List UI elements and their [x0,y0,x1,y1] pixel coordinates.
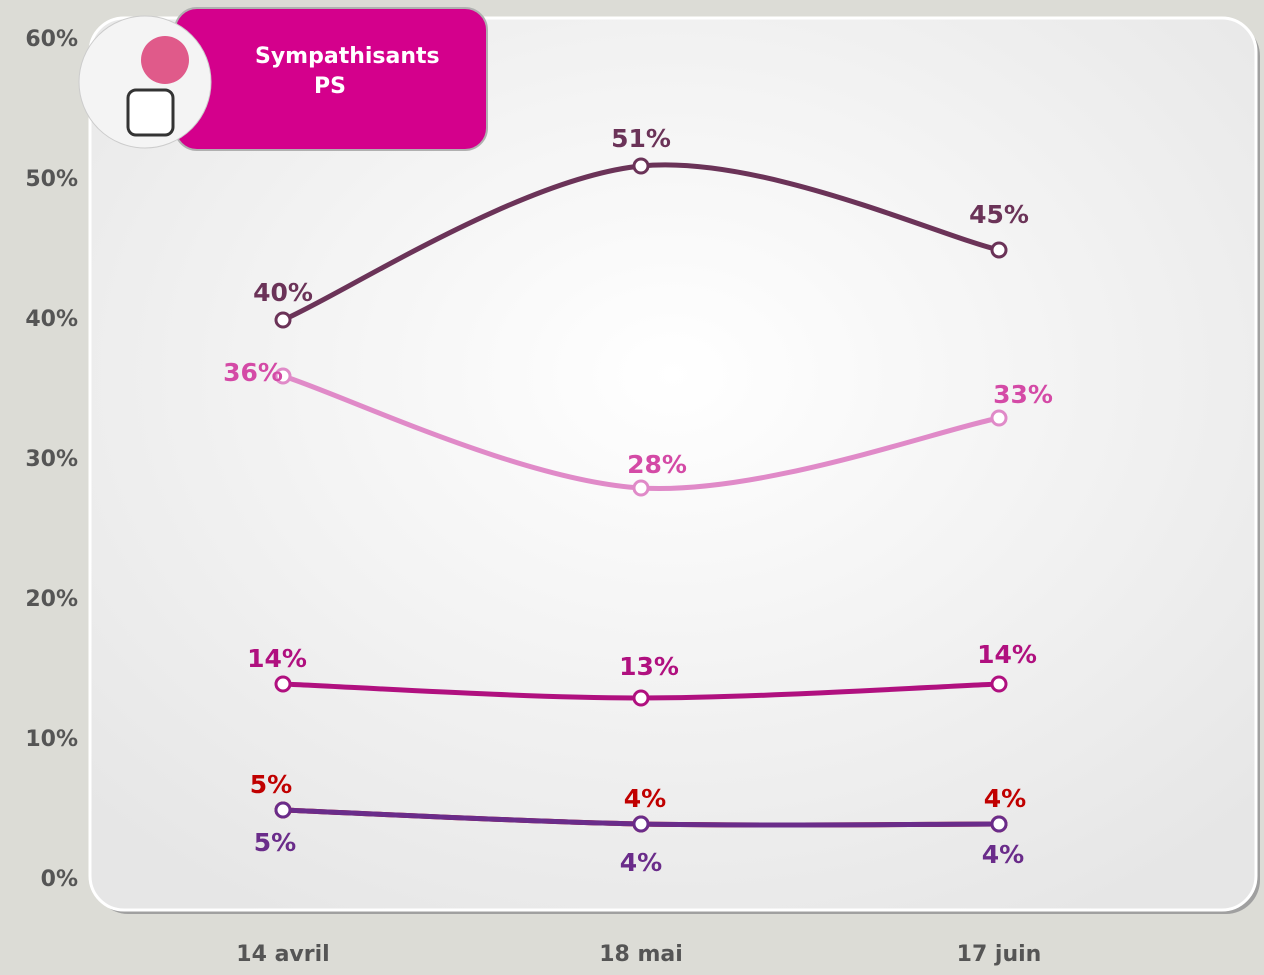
data-label: 4% [620,848,662,877]
data-label: 14% [977,640,1037,669]
point [274,367,292,385]
data-label: 45% [969,200,1029,229]
y-tick-label: 30% [25,447,78,472]
y-tick-label: 60% [25,27,78,52]
data-label: 51% [611,124,671,153]
data-label: 33% [993,380,1053,409]
point [632,157,650,175]
data-label: 5% [250,770,292,799]
point [274,801,292,819]
point [990,675,1008,693]
point [990,241,1008,259]
data-label: 4% [624,784,666,813]
data-label: 28% [627,450,687,479]
y-tick-label: 20% [25,587,78,612]
x-tick-label: 14 avril [236,942,329,967]
point [632,815,650,833]
y-tick-label: 50% [25,167,78,192]
data-label: 13% [619,652,679,681]
point [990,815,1008,833]
point [274,675,292,693]
logo-fist [126,88,175,137]
logo-rose [141,36,189,84]
point [632,689,650,707]
point [990,409,1008,427]
point [632,479,650,497]
y-tick-label: 0% [41,867,78,892]
y-tick-label: 40% [25,307,78,332]
data-label: 4% [984,784,1026,813]
x-tick-label: 18 mai [599,942,683,967]
title-wrap: Sympathisants PS [255,44,440,99]
point [274,311,292,329]
data-label: 40% [253,278,313,307]
data-label: 5% [254,828,296,857]
data-label: 14% [247,644,307,673]
chart-title: Sympathisants PS [255,44,440,99]
data-label: 4% [982,840,1024,869]
x-tick-label: 17 juin [957,942,1042,967]
y-tick-label: 10% [25,727,78,752]
data-label: 36% [223,358,283,387]
